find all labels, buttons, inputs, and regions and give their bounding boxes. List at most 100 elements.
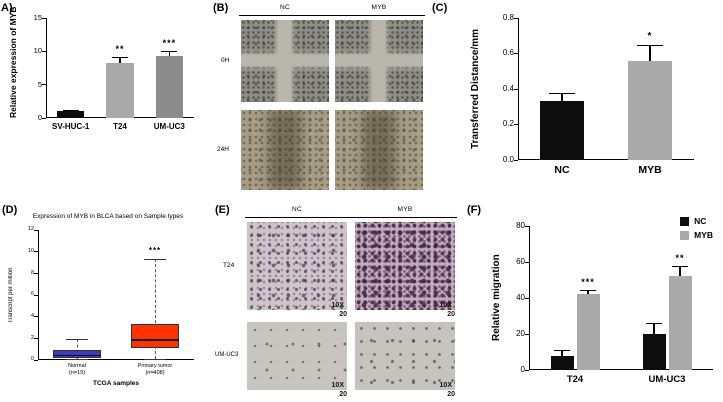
- y-tick-mark: [525, 261, 529, 263]
- x-axis-label: TCGA samples: [93, 380, 139, 387]
- x-category-label: MYB: [638, 164, 662, 176]
- y-tick-label: 10: [33, 46, 42, 56]
- bar: [155, 56, 183, 118]
- error-bar: [561, 92, 563, 102]
- median-line: [52, 354, 102, 357]
- error-bar-cap: [636, 44, 664, 46]
- plot-area: [529, 226, 713, 370]
- error-bar-cap: [62, 110, 79, 112]
- significance-stars: **: [115, 43, 125, 54]
- y-tick-mark: [34, 294, 38, 296]
- panel-c: (C) 0.0 0.2 0.4 0.6 0.8 Transferred Distance/…: [430, 0, 723, 196]
- y-tick-label: 0: [37, 113, 42, 123]
- significance-stars: *: [647, 30, 653, 42]
- y-tick-label: 0: [520, 364, 525, 374]
- panel-b-row-label-0h: 0H: [221, 57, 230, 64]
- whisker-cap: [144, 359, 166, 361]
- panel-a: A) 0 5 10 15 Relative expression of MYB SV-HU…: [0, 0, 210, 150]
- y-tick-label: 0.2: [502, 119, 514, 129]
- y-tick-label: 80: [516, 220, 525, 230]
- panel-f: (F) 0 20 40 60 80 Relative migration *** T24 ** U…: [465, 200, 723, 402]
- panel-a-label: A): [1, 2, 13, 14]
- y-tick-label: 60: [516, 256, 525, 266]
- y-tick-mark: [34, 316, 38, 318]
- y-tick-mark: [514, 17, 518, 19]
- bar: [540, 101, 584, 160]
- header-rule: [239, 15, 425, 16]
- y-tick-label: 2: [30, 334, 34, 341]
- y-tick-label: 0.4: [502, 83, 514, 93]
- y-tick-label: 12: [27, 226, 34, 233]
- box: [130, 324, 180, 349]
- panel-f-label: (F): [467, 204, 482, 216]
- legend-swatch: [680, 216, 690, 226]
- y-tick-mark: [525, 297, 529, 299]
- panel-f-grouped-bar-chart: 0 20 40 60 80 Relative migration *** T24 ** UM-UC…: [491, 204, 719, 398]
- magnification-sub-label: 20: [447, 391, 455, 398]
- y-tick-label: 0.8: [502, 12, 514, 22]
- magnification-sub-label: 20: [339, 311, 347, 318]
- bar: [628, 60, 672, 160]
- panel-d-box-plot: 0 2 4 6 8 10 12 Transcript per million Normal (n…: [8, 224, 208, 400]
- panel-e-column-header-myb: MYB: [397, 206, 413, 213]
- magnification-label: 10X: [331, 382, 344, 389]
- significance-stars: **: [675, 252, 685, 263]
- significance-stars: ***: [148, 246, 162, 256]
- bar: [668, 276, 692, 370]
- significance-stars: ***: [162, 37, 177, 48]
- x-group-label: Normal (n=19): [68, 363, 86, 376]
- scratch-assay-image-0h-nc: [241, 20, 329, 102]
- panel-d-title: Expression of MYB in BLCA based on Sampl…: [32, 213, 184, 220]
- transwell-image-t24-nc: 10X: [247, 222, 347, 310]
- y-tick-mark: [525, 333, 529, 335]
- header-rule: [245, 217, 457, 218]
- magnification-label: 10X: [439, 382, 452, 389]
- x-category-label: UM-UC3: [153, 122, 185, 131]
- y-axis-label: Transcript per million: [8, 267, 14, 323]
- legend-item: MYB: [680, 230, 713, 240]
- y-tick-mark: [514, 53, 518, 54]
- y-tick-mark: [34, 272, 38, 274]
- panel-c-label: (C): [432, 2, 448, 14]
- panel-e-label: (E): [215, 204, 230, 216]
- whisker-cap: [66, 339, 88, 341]
- error-bar-cap: [553, 350, 571, 352]
- error-bar-cap: [671, 265, 689, 267]
- bar: [576, 294, 600, 370]
- y-tick-label: 5: [37, 79, 42, 89]
- error-bar: [653, 323, 655, 334]
- error-bar: [679, 265, 681, 277]
- whisker-line: [77, 339, 78, 360]
- scratch-assay-image-0h-myb: [335, 20, 423, 102]
- y-tick-label: 6: [30, 291, 34, 298]
- error-bar: [587, 289, 589, 295]
- plot-area: [518, 18, 694, 160]
- y-tick-mark: [514, 88, 518, 90]
- median-line: [130, 339, 180, 341]
- x-category-label: T24: [113, 122, 127, 131]
- bar: [57, 111, 85, 118]
- error-bar-cap: [645, 323, 663, 325]
- panel-e-row-label-umuc3: UM-UC3: [215, 352, 239, 358]
- whisker-line: [155, 259, 156, 360]
- y-tick-label: 4: [30, 313, 34, 320]
- panel-d: (D) Expression of MYB in BLCA based on S…: [0, 200, 215, 402]
- transwell-image-t24-myb: 10X: [355, 222, 455, 310]
- box: [52, 350, 102, 358]
- magnification-label: 10X: [331, 302, 344, 309]
- panel-b-column-header-myb: MYB: [371, 4, 387, 11]
- closed-wound-area: [269, 110, 301, 190]
- magnification-sub-label: 20: [447, 311, 455, 318]
- y-tick-mark: [514, 124, 518, 125]
- scratch-wound-area: [241, 55, 329, 66]
- whisker-cap: [66, 359, 88, 361]
- legend-item: NC: [680, 216, 713, 226]
- y-tick-mark: [514, 159, 518, 161]
- transwell-image-umuc3-nc: 10X: [247, 322, 347, 390]
- error-bar: [168, 50, 170, 56]
- panel-b-label: (B): [213, 2, 229, 14]
- x-category-label: NC: [554, 164, 570, 176]
- panel-b-column-header-nc: NC: [280, 4, 290, 11]
- error-bar-cap: [111, 56, 129, 58]
